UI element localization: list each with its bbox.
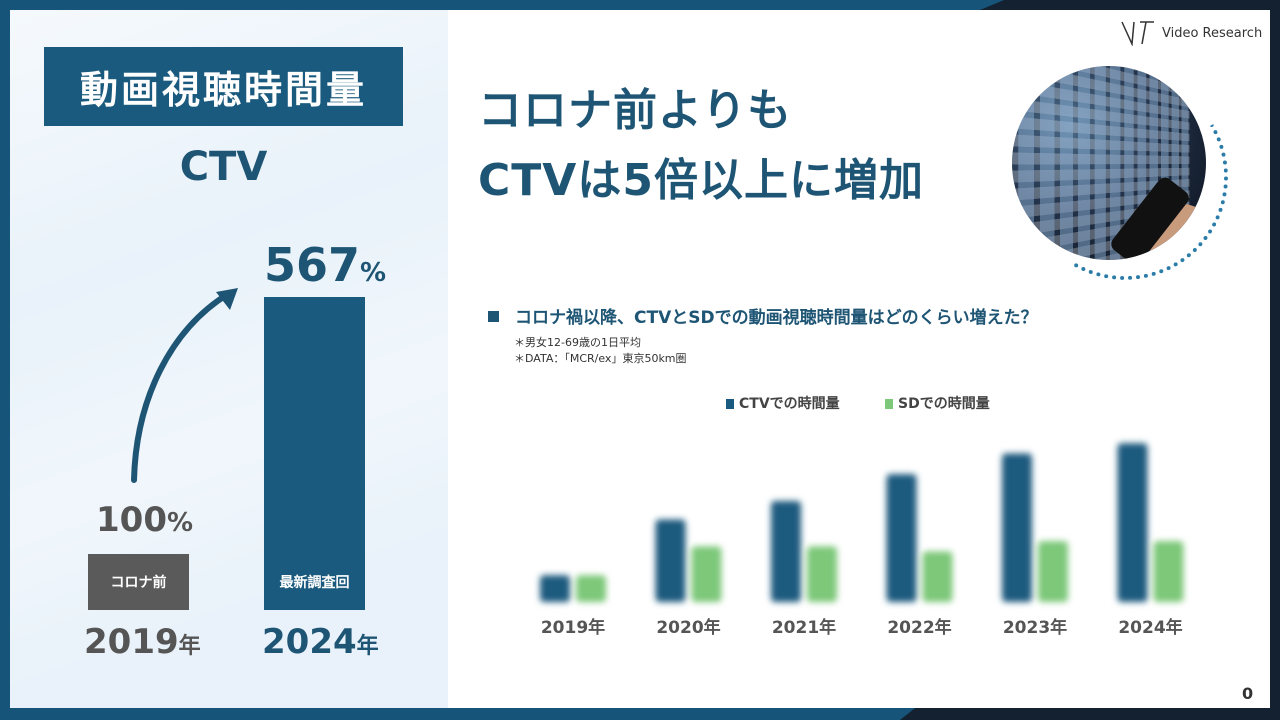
legend-swatch-1 — [726, 399, 734, 409]
bar-ctv-5 — [1002, 453, 1032, 602]
headline: コロナ前よりも CTVは5倍以上に増加 — [478, 76, 924, 216]
video-research-logo: Video Research — [1120, 20, 1262, 46]
latest-year: 2024年 — [262, 622, 379, 662]
left-summary-panel — [10, 10, 448, 708]
bar-ctv-6 — [1117, 443, 1148, 602]
latest-year-value: 2024 — [262, 622, 357, 662]
frame-top-accent — [980, 0, 1280, 10]
bar-ctv-2 — [655, 519, 686, 602]
logo-text: Video Research — [1162, 25, 1263, 41]
note-data-source: ＊DATA：「MCR/ex」東京50km圏 — [514, 352, 687, 365]
before-year: 2019年 — [84, 622, 201, 662]
before-percent: 100% — [96, 500, 193, 540]
x-tick-label-1: 2019年 — [541, 617, 605, 638]
before-percent-unit: % — [166, 508, 194, 538]
bar-sd-6 — [1153, 541, 1184, 602]
x-tick-label-3: 2021年 — [772, 617, 836, 638]
headline-line-2: CTVは5倍以上に増加 — [478, 155, 924, 206]
legend-label-2: SDでの時間量 — [898, 395, 990, 412]
square-bullet-icon — [488, 311, 499, 322]
chart-question: コロナ禍以降、CTVとSDでの動画視聴時間量はどのくらい増えた？ — [488, 303, 1038, 328]
x-tick-label-2: 2020年 — [656, 617, 720, 638]
latest-percent-unit: % — [360, 258, 387, 288]
bar-sd-4 — [922, 551, 953, 602]
before-bar: コロナ前 — [88, 554, 189, 610]
panel-subtitle: CTV — [179, 144, 268, 190]
frame-right-bar — [1270, 0, 1280, 720]
latest-bar-label: 最新調査回 — [279, 575, 350, 591]
note-sample: ＊男女12-69歳の1日平均 — [514, 336, 641, 349]
frame-left-bar — [0, 0, 10, 720]
panel-title-box: 動画視聴時間量 — [44, 47, 403, 126]
latest-percent-value: 567 — [264, 238, 361, 292]
video-research-logo-icon — [1121, 21, 1154, 46]
bar-ctv-3 — [771, 500, 801, 602]
latest-bar: 最新調査回 — [264, 297, 365, 610]
before-year-value: 2019 — [84, 622, 179, 662]
before-percent-value: 100 — [96, 500, 167, 540]
before-year-unit: 年 — [178, 634, 201, 659]
bar-sd-3 — [807, 546, 837, 602]
bar-sd-1 — [576, 575, 606, 602]
bar-ctv-4 — [886, 474, 917, 602]
x-tick-label-6: 2024年 — [1118, 617, 1182, 638]
bar-sd-2 — [691, 546, 722, 602]
bar-chart: CTVでの時間量 SDでの時間量 2019年 2020年 2021年 2022年 2023… — [540, 395, 1184, 638]
headline-line-1: コロナ前よりも — [478, 85, 793, 136]
latest-percent: 567% — [264, 238, 386, 292]
legend-swatch-2 — [885, 399, 893, 409]
frame-bottom-accent — [900, 708, 1280, 720]
chart-question-text: コロナ禍以降、CTVとSDでの動画視聴時間量はどのくらい増えた？ — [515, 308, 1038, 328]
x-tick-label-4: 2022年 — [887, 617, 951, 638]
tv-wall-photo — [1012, 66, 1206, 260]
page-number: 0 — [1242, 684, 1254, 703]
panel-title: 動画視聴時間量 — [79, 68, 367, 112]
frame-top-bar — [0, 0, 1280, 10]
latest-year-unit: 年 — [356, 634, 379, 659]
before-bar-label: コロナ前 — [110, 575, 167, 591]
x-tick-label-5: 2023年 — [1003, 617, 1067, 638]
legend-label-1: CTVでの時間量 — [739, 395, 840, 412]
bar-ctv-1 — [540, 575, 570, 602]
bar-sd-5 — [1038, 541, 1068, 602]
growth-arrow-icon — [131, 288, 238, 483]
panel-light-streaks — [10, 10, 448, 708]
